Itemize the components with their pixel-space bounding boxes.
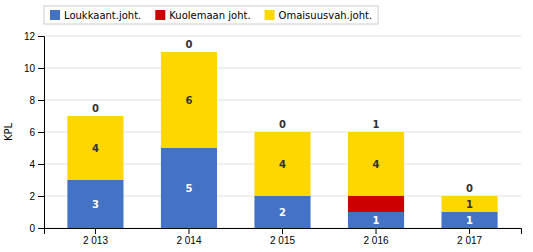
- series: [67, 52, 497, 212]
- data-label: 5: [185, 183, 192, 194]
- data-label: 6: [185, 95, 192, 106]
- data-label: 4: [279, 159, 286, 170]
- y-tick-label: 12: [24, 31, 36, 42]
- y-tick-mark: [38, 100, 44, 101]
- x-tick-mark: [95, 228, 96, 234]
- y-tick: 2: [29, 191, 44, 202]
- legend-label: Kuolemaan joht.: [169, 10, 250, 21]
- data-label: 3: [92, 199, 99, 210]
- data-label: 0: [279, 119, 286, 130]
- bar: [254, 196, 310, 228]
- x-tick-label: 2 015: [270, 235, 295, 246]
- grid-line: [44, 36, 521, 37]
- y-tick-label: 8: [29, 95, 35, 106]
- x-tick-mark: [469, 228, 470, 234]
- y-tick-mark: [38, 196, 44, 197]
- x-tick: 2 013: [83, 228, 108, 246]
- legend-label: Omaisuusvah.joht.: [279, 10, 373, 21]
- y-tick-label: 10: [24, 63, 36, 74]
- y-tick: 0: [29, 223, 44, 234]
- bar: [348, 132, 404, 196]
- bar: [442, 212, 498, 228]
- bar: [67, 180, 123, 228]
- y-tick: 12: [24, 31, 44, 42]
- grid-line: [44, 100, 521, 101]
- data-label: 2: [279, 207, 286, 218]
- legend-swatch: [155, 10, 165, 20]
- y-tick-mark: [38, 68, 44, 69]
- y-tick-mark: [38, 36, 44, 37]
- legend-item: Kuolemaan joht.: [155, 10, 250, 21]
- legend-swatch: [265, 10, 275, 20]
- x-axis: 2 013 2 014 2 015 2 016 2 017: [45, 228, 522, 246]
- y-tick: 6: [29, 127, 44, 138]
- x-tick-label: 2 016: [364, 235, 389, 246]
- data-label: 1: [466, 215, 473, 226]
- y-axis-title: KPL: [3, 122, 14, 141]
- y-tick-mark: [38, 132, 44, 133]
- x-axis-line: [45, 229, 522, 235]
- data-labels: 3 5 2 1 1 0 0 0 1 0 4 6 4 4 1: [92, 39, 473, 226]
- data-label: 1: [373, 119, 380, 130]
- chart: 0246810122 0132 0142 0152 0162 017352110…: [0, 0, 533, 252]
- y-tick: 10: [24, 63, 44, 74]
- bars: [67, 52, 497, 228]
- legend-item: Omaisuusvah.joht.: [265, 10, 373, 21]
- legend-label: Loukkaant.joht.: [64, 10, 141, 21]
- y-tick-label: 2: [29, 191, 35, 202]
- legend-frame: [44, 6, 378, 24]
- y-tick-label: 4: [29, 159, 35, 170]
- data-label: 0: [466, 183, 473, 194]
- data-label: 0: [185, 39, 192, 50]
- x-tick: 2 014: [176, 228, 201, 246]
- grid: [44, 36, 521, 228]
- bar: [161, 52, 217, 148]
- y-tick: 4: [29, 159, 44, 170]
- x-tick-mark: [376, 228, 377, 234]
- data-label: 4: [92, 143, 99, 154]
- x-tick-mark: [188, 228, 189, 234]
- plot: 0246810122 0132 0142 0152 0162 017352110…: [24, 31, 522, 246]
- x-tick-mark: [282, 228, 283, 234]
- y-tick-label: 0: [29, 223, 35, 234]
- bar: [348, 212, 404, 228]
- data-label: 0: [92, 103, 99, 114]
- x-tick-label: 2 013: [83, 235, 108, 246]
- bar: [442, 196, 498, 212]
- x-tick: 2 016: [364, 228, 389, 246]
- y-tick-mark: [38, 228, 44, 229]
- bar: [348, 196, 404, 212]
- series: [348, 196, 404, 212]
- data-label: 4: [373, 159, 380, 170]
- bar: [161, 148, 217, 228]
- y-tick: 8: [29, 95, 44, 106]
- y-tick-mark: [38, 164, 44, 165]
- legend: Loukkaant.joht. Kuolemaan joht. Omaisuusva…: [44, 6, 378, 24]
- y-axis: 0 2 4 6 8 10 12: [24, 31, 45, 234]
- bar: [254, 132, 310, 196]
- legend-swatch: [50, 10, 60, 20]
- legend-item: Loukkaant.joht.: [50, 10, 141, 21]
- bar: [67, 116, 123, 180]
- y-tick-label: 6: [29, 127, 35, 138]
- data-label: 1: [373, 215, 380, 226]
- x-tick-label: 2 014: [176, 235, 201, 246]
- y-axis-line: [38, 37, 45, 229]
- data-label: 1: [466, 199, 473, 210]
- x-tick-label: 2 017: [457, 235, 482, 246]
- x-tick: 2 015: [270, 228, 295, 246]
- x-tick: 2 017: [457, 228, 482, 246]
- grid-line: [44, 68, 521, 69]
